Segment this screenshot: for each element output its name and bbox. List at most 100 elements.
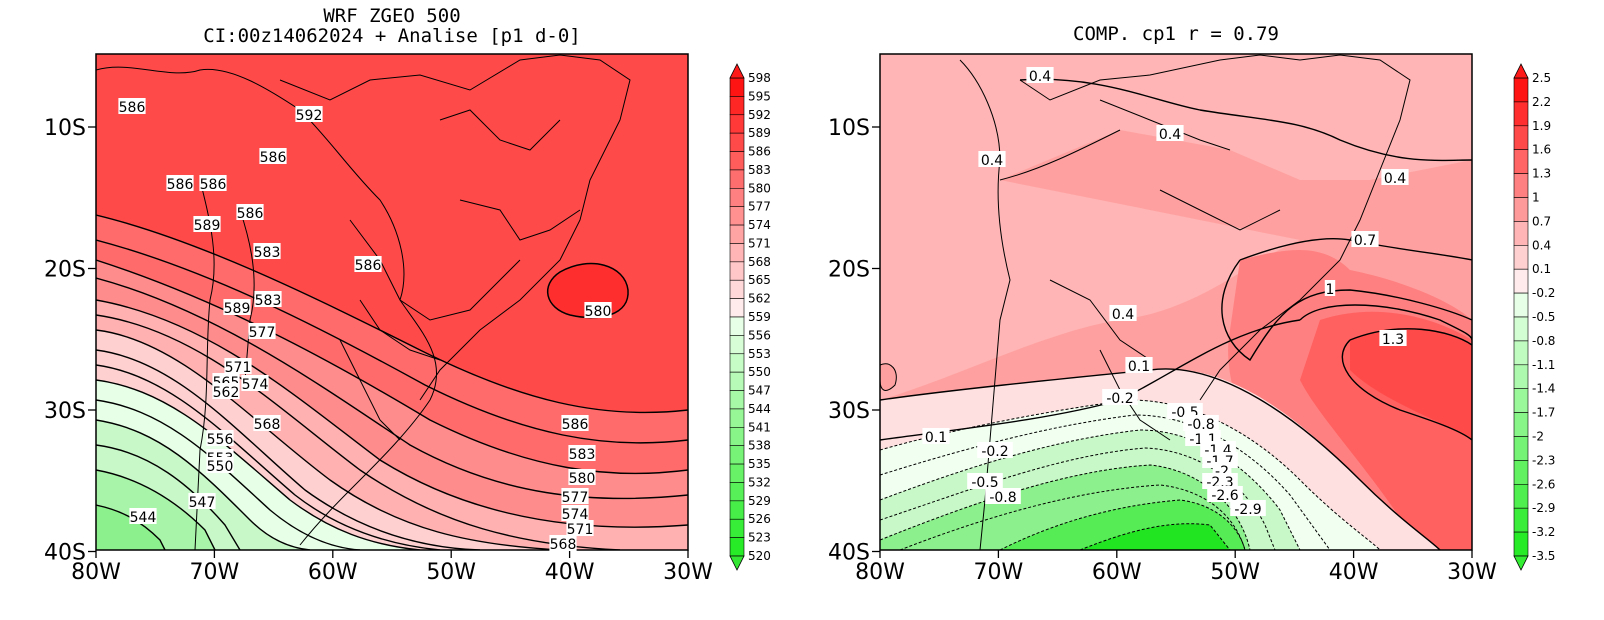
left-colorbar-segment (729, 151, 745, 171)
left-colorbar-segment (729, 96, 745, 116)
left-colorbar-label: 559 (748, 310, 771, 324)
right-y-tick-label: 30S (828, 399, 870, 424)
svg-text:562: 562 (213, 385, 240, 401)
right-y-axis: 10S 20S 30S 40S (828, 116, 880, 566)
left-colorbar-label: 556 (748, 328, 771, 342)
right-colorbar-segment (1513, 173, 1529, 198)
svg-text:574: 574 (242, 377, 269, 393)
svg-text:0.7: 0.7 (1354, 233, 1376, 249)
right-colorbar-top-arrow (1513, 63, 1529, 79)
svg-text:586: 586 (260, 150, 287, 166)
svg-text:586: 586 (562, 417, 589, 433)
left-colorbar-segment (729, 353, 745, 373)
right-x-tick-label: 70W (974, 560, 1024, 585)
left-contour-label: 571 (224, 358, 252, 376)
svg-text:556: 556 (207, 432, 234, 448)
left-colorbar-label: 598 (748, 71, 771, 85)
svg-text:-2.9: -2.9 (1234, 502, 1261, 518)
right-x-tick-label: 30W (1447, 560, 1497, 585)
right-x-tick-label: 60W (1092, 560, 1142, 585)
right-colorbar-segment (1513, 268, 1529, 294)
right-colorbar-segment (1513, 388, 1529, 413)
right-colorbar-bottom-arrow (1513, 555, 1529, 571)
left-contour-label: 586 (236, 204, 264, 222)
right-colorbar-label: 0.1 (1532, 262, 1551, 276)
right-contour-label: 1.3 (1379, 330, 1407, 348)
right-colorbar-label: 1.3 (1532, 167, 1551, 181)
left-plot-frame (95, 53, 689, 551)
svg-text:0.1: 0.1 (1128, 359, 1150, 375)
svg-text:586: 586 (119, 100, 146, 116)
right-colorbar-label: 0.4 (1532, 238, 1551, 252)
left-colorbar-segment (729, 518, 745, 538)
left-colorbar-bottom-arrow (729, 555, 745, 571)
right-x-tick-label: 40W (1329, 560, 1379, 585)
left-contour-label: 544 (129, 508, 157, 526)
right-title: COMP. cp1 r = 0.79 (1073, 23, 1279, 45)
right-colorbar-label: -1.7 (1532, 406, 1555, 420)
right-colorbar-label: 0.7 (1532, 214, 1551, 228)
left-colorbar-label: 595 (748, 89, 771, 103)
right-x-axis: 80W 70W 60W 50W 40W 30W (855, 550, 1497, 585)
right-colorbar-label: -1.1 (1532, 358, 1555, 372)
left-x-tick-label: 80W (71, 560, 121, 585)
left-colorbar-segment (729, 445, 745, 465)
right-colorbar-segment (1513, 531, 1529, 557)
left-contour-label: 586 (259, 148, 287, 166)
left-contour-label: 583 (253, 243, 281, 261)
right-y-tick-label: 40S (828, 541, 870, 566)
right-contour-label: -2.6 (1207, 486, 1243, 504)
right-colorbar-segment (1513, 125, 1529, 151)
left-colorbar-label: 526 (748, 512, 771, 526)
left-contour-label: 580 (584, 302, 612, 320)
left-contour-label: 583 (568, 445, 596, 463)
right-colorbar-label: -2.9 (1532, 501, 1555, 515)
svg-text:583: 583 (255, 293, 282, 309)
svg-text:586: 586 (167, 177, 194, 193)
right-contour-label: 0.4 (1109, 305, 1137, 323)
right-contour-label: -2.9 (1230, 500, 1266, 518)
left-colorbar-segment (729, 390, 745, 410)
left-y-axis: 10S 20S 30S 40S (44, 116, 96, 566)
svg-text:0.4: 0.4 (1029, 69, 1051, 85)
left-colorbar-segment (729, 206, 745, 226)
right-contour-label: -0.2 (1102, 389, 1138, 407)
right-colorbar-label: 1.6 (1532, 143, 1551, 157)
left-colorbar-label: 535 (748, 457, 771, 471)
left-colorbar-segment (729, 298, 745, 318)
left-colorbar-segment (729, 335, 745, 355)
left-contour-label: 586 (199, 175, 227, 193)
right-map-panel: COMP. cp1 r = 0.79 (828, 23, 1555, 585)
left-colorbar-segment (729, 77, 745, 97)
left-colorbar-label: 562 (748, 292, 771, 306)
right-contour-label: -0.8 (985, 488, 1021, 506)
right-colorbar-label: -2.3 (1532, 453, 1555, 467)
right-colorbar-segment (1513, 436, 1529, 461)
right-contour-label: 0.4 (1381, 169, 1409, 187)
right-colorbar-label: -0.5 (1532, 310, 1555, 324)
right-colorbar-segment (1513, 292, 1529, 318)
left-contour-label: 574 (241, 375, 269, 393)
left-colorbar-segment (729, 537, 745, 557)
left-y-tick-label: 20S (44, 258, 86, 283)
left-contour-label: 574 (561, 505, 589, 523)
left-x-tick-label: 40W (545, 560, 595, 585)
svg-text:550: 550 (207, 459, 234, 475)
right-negative-contours (880, 399, 1381, 550)
right-contour-label: -0.2 (977, 442, 1013, 460)
right-colorbar-label: -2 (1532, 430, 1544, 444)
right-colorbar-segment (1513, 483, 1529, 509)
svg-text:544: 544 (130, 510, 157, 526)
left-contour-label: 568 (549, 535, 577, 553)
left-colorbar-label: 529 (748, 494, 771, 508)
svg-text:0.4: 0.4 (1159, 127, 1181, 143)
left-contour-label: 589 (193, 216, 221, 234)
left-contour-label: 550 (206, 457, 234, 475)
left-colorbar-segment (729, 224, 745, 244)
left-contour-label: 571 (566, 520, 594, 538)
left-coastlines (96, 54, 631, 550)
svg-text:583: 583 (254, 245, 281, 261)
left-contour-label: 589 (223, 299, 251, 317)
left-x-tick-label: 70W (190, 560, 240, 585)
